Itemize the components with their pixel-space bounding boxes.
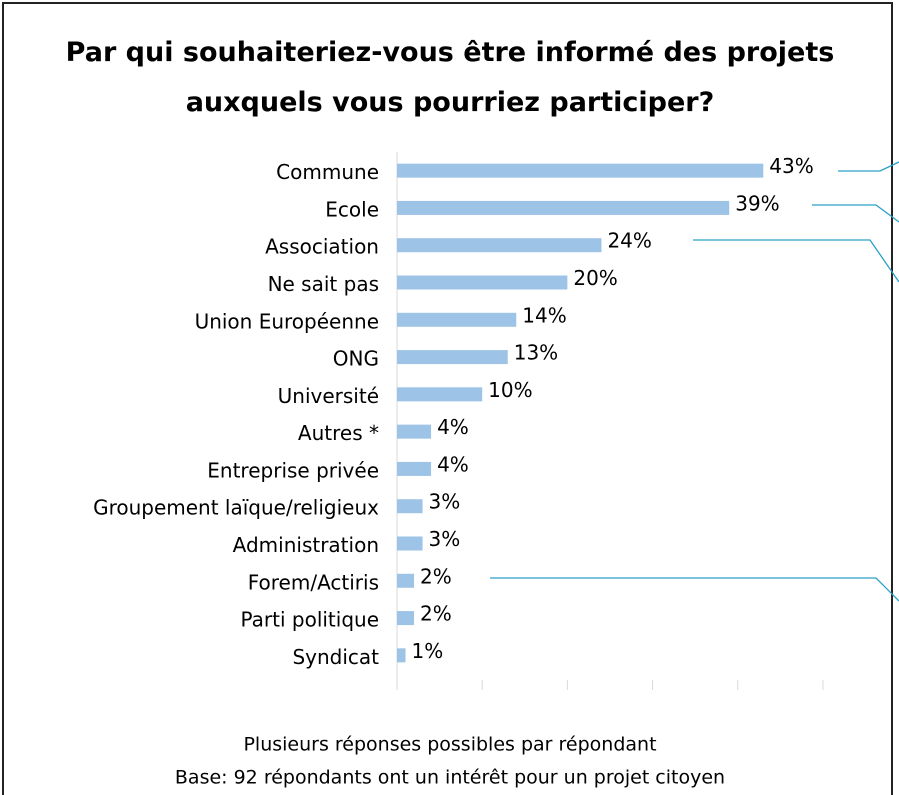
value-label: 3%: [429, 490, 461, 514]
leader-line: [693, 239, 899, 283]
leader-line: [838, 161, 899, 172]
y-tick-label: Autres *: [298, 421, 379, 445]
y-tick-label: Union Européenne: [195, 309, 379, 333]
leader-line: [490, 577, 899, 602]
y-tick-label: Entreprise privée: [207, 458, 379, 482]
y-tick-label: Forem/Actiris: [248, 570, 379, 594]
bar: [397, 648, 406, 663]
bar: [397, 499, 423, 514]
y-tick-label: Ne sait pas: [268, 272, 379, 296]
value-label: 10%: [488, 378, 532, 402]
value-label: 13%: [514, 341, 558, 365]
note: Plusieurs réponses possibles par réponda…: [243, 734, 656, 756]
bar: [397, 275, 568, 290]
bar: [397, 573, 415, 588]
leader-lines: [490, 161, 899, 602]
y-tick-label: Syndicat: [292, 645, 379, 669]
value-label: 2%: [420, 602, 452, 626]
y-tick-label: Groupement laïque/religieux: [93, 496, 379, 520]
y-tick-label: Ecole: [325, 197, 379, 221]
y-tick-label: Association: [265, 235, 379, 259]
value-label: 39%: [735, 191, 779, 215]
bar: [397, 238, 602, 253]
value-label: 24%: [607, 229, 651, 253]
bar: [397, 350, 508, 365]
value-label: 2%: [420, 564, 452, 588]
value-label: 20%: [573, 266, 617, 290]
value-label: 14%: [522, 303, 566, 327]
y-tick-label: ONG: [333, 347, 379, 371]
y-tick-label: Université: [278, 384, 379, 408]
value-label: 4%: [437, 452, 469, 476]
bar: [397, 163, 764, 178]
bar: [397, 461, 432, 476]
value-label: 1%: [412, 639, 444, 663]
y-tick-label: Commune: [276, 160, 379, 184]
y-tick-label: Parti politique: [240, 608, 379, 632]
bar: [397, 424, 432, 439]
bar: [397, 200, 730, 215]
chart-title: Par qui souhaiteriez-vous être informé d…: [65, 37, 835, 118]
y-tick-label: Administration: [233, 533, 379, 557]
leader-line: [812, 204, 899, 223]
value-label: 43%: [769, 154, 813, 178]
bar: [397, 312, 517, 327]
note: Base: 92 répondants ont un intérêt pour …: [175, 767, 725, 789]
value-label: 3%: [429, 527, 461, 551]
bar: [397, 536, 423, 551]
bar: [397, 387, 483, 402]
value-label: 4%: [437, 415, 469, 439]
bar: [397, 611, 415, 626]
